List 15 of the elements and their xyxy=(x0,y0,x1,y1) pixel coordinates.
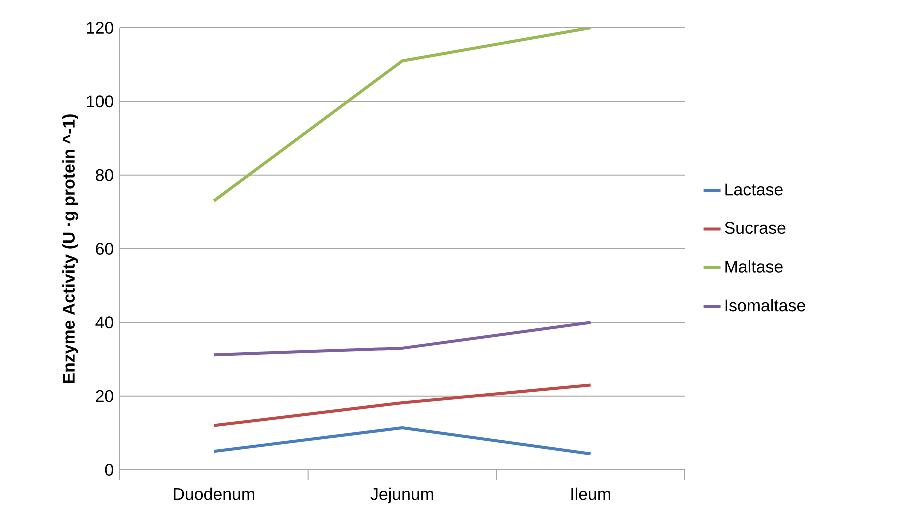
x-tick-label: Jejunum xyxy=(370,488,434,504)
y-tick-label: 40 xyxy=(96,316,114,329)
y-tick-label: 60 xyxy=(96,243,114,255)
y-tick-label: 0 xyxy=(105,464,114,476)
legend-label: Maltase xyxy=(726,260,783,273)
y-tick-label: 80 xyxy=(96,169,114,182)
legend-label: Isomaltase xyxy=(726,299,806,312)
legend-label: Lactase xyxy=(726,184,783,196)
y-tick-label: 100 xyxy=(87,96,114,108)
y-axis-title: Enzyme Activity (U ·g protein ^-1) xyxy=(62,114,78,384)
y-tick-label: 120 xyxy=(87,22,114,34)
legend-label: Sucrase xyxy=(725,222,786,234)
y-tick-label: 20 xyxy=(96,390,114,402)
x-tick-label: Duodenum xyxy=(174,488,254,500)
x-tick-label: Ileum xyxy=(572,488,610,500)
